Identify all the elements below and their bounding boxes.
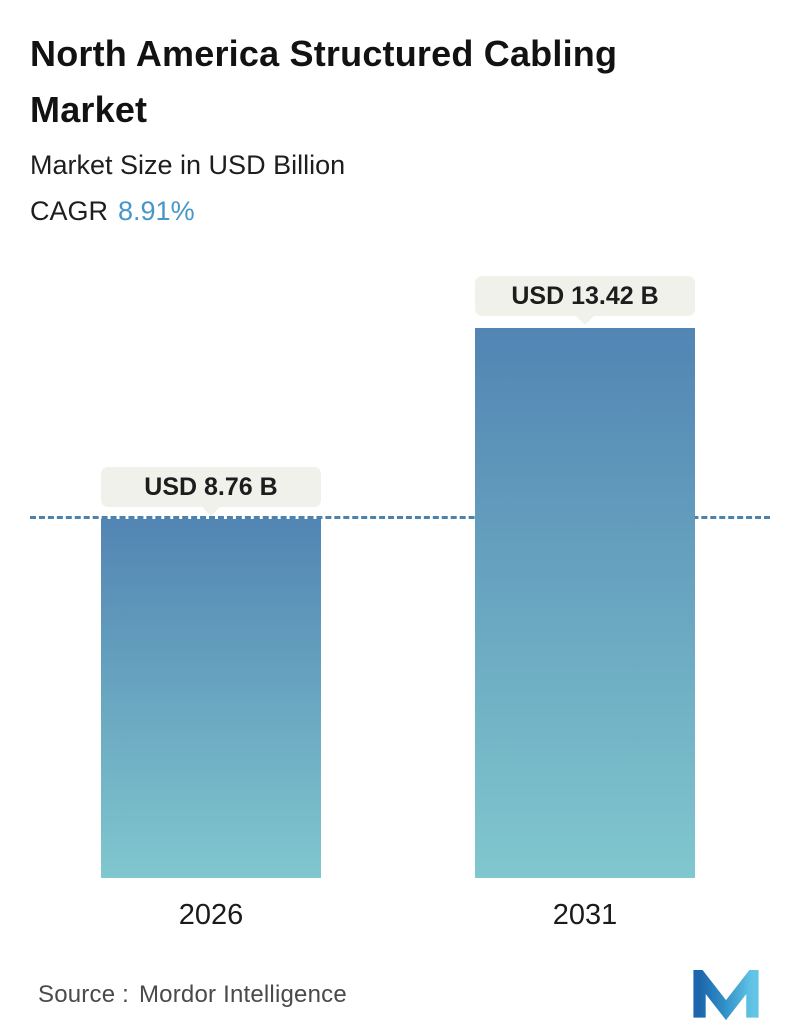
bar-2031	[475, 328, 695, 878]
chart-footer: Source : Mordor Intelligence	[0, 970, 796, 1020]
value-label-bubble-2031: USD 13.42 B	[475, 276, 695, 325]
bar-chart: USD 8.76 B 2026 USD 13.42 B 2031	[0, 276, 796, 934]
source-attribution: Source : Mordor Intelligence	[38, 981, 347, 1009]
cagr-value: 8.91%	[118, 196, 195, 226]
value-label-2031: USD 13.42 B	[511, 282, 659, 310]
value-label-2026: USD 8.76 B	[144, 473, 278, 501]
plot-area: USD 8.76 B 2026 USD 13.42 B 2031	[0, 276, 796, 934]
source-value: Mordor Intelligence	[138, 981, 347, 1008]
chart-subtitle: Market Size in USD Billion	[30, 150, 346, 180]
bar-group-2026: USD 8.76 B 2026	[101, 467, 321, 934]
cagr-row: CAGR 8.91%	[30, 194, 766, 228]
bar-2026	[101, 519, 321, 878]
cagr-label: CAGR	[30, 196, 109, 226]
chart-header: North America Structured Cabling Market …	[0, 0, 796, 228]
mordor-intelligence-logo-icon	[693, 970, 759, 1020]
chart-title: North America Structured Cabling Market	[30, 33, 618, 130]
x-axis-label-2026: 2026	[178, 899, 244, 931]
source-label: Source :	[38, 981, 129, 1008]
value-label-bubble-2026: USD 8.76 B	[101, 467, 321, 516]
bubble-pointer-icon	[201, 506, 221, 516]
bubble-pointer-icon	[575, 315, 595, 325]
cagr-dashed-line	[30, 516, 770, 519]
x-axis-label-2031: 2031	[552, 899, 618, 931]
bar-group-2031: USD 13.42 B 2031	[475, 276, 695, 934]
